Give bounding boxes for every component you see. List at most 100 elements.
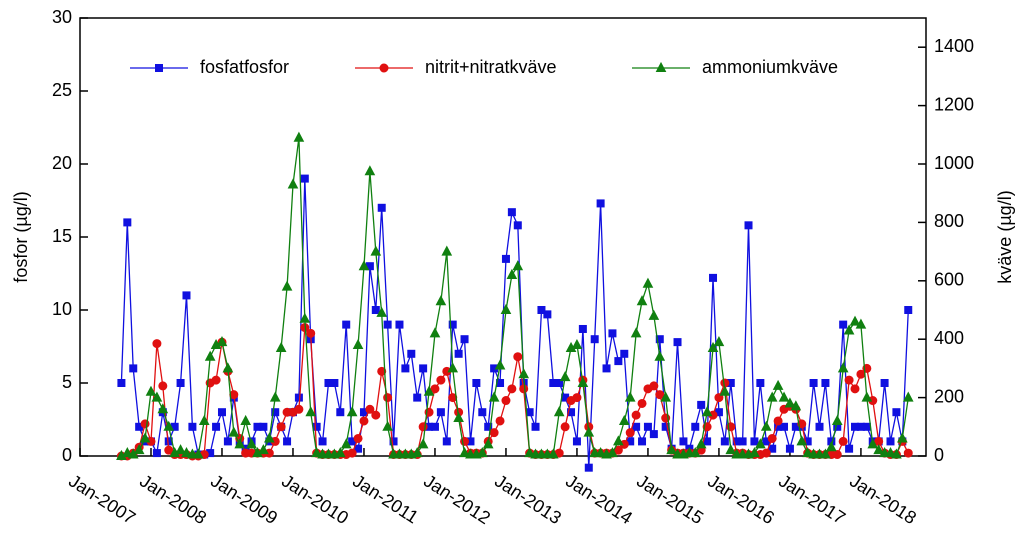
marker xyxy=(720,437,729,446)
marker xyxy=(334,447,346,458)
marker xyxy=(630,327,642,338)
marker xyxy=(401,364,410,373)
marker xyxy=(821,379,830,387)
marker xyxy=(738,437,747,446)
marker xyxy=(305,406,317,417)
marker xyxy=(482,438,494,449)
marker xyxy=(240,414,251,425)
marker xyxy=(300,174,309,183)
x-tick-label: Jan-2016 xyxy=(704,471,778,529)
marker xyxy=(897,432,908,443)
marker xyxy=(246,438,257,449)
marker xyxy=(815,422,824,431)
marker xyxy=(719,385,731,396)
marker xyxy=(364,165,376,176)
marker xyxy=(121,447,133,458)
marker xyxy=(572,393,582,403)
marker xyxy=(773,416,783,426)
legend-label: nitrit+nitratkväve xyxy=(425,57,557,77)
marker xyxy=(377,366,387,376)
marker xyxy=(188,422,197,431)
marker xyxy=(655,390,665,400)
marker xyxy=(281,280,293,291)
marker xyxy=(117,379,126,387)
marker xyxy=(602,364,611,373)
marker xyxy=(371,306,380,314)
marker xyxy=(276,422,286,432)
marker xyxy=(845,444,854,453)
marker xyxy=(376,306,388,317)
marker xyxy=(837,362,849,373)
marker xyxy=(217,408,226,417)
marker xyxy=(336,408,345,417)
y2-tick-label: 1000 xyxy=(934,153,974,173)
marker xyxy=(234,438,246,449)
marker xyxy=(507,384,517,394)
marker xyxy=(867,438,879,449)
marker xyxy=(625,428,635,438)
marker xyxy=(873,444,885,455)
marker xyxy=(766,391,778,402)
y-tick-label: 20 xyxy=(52,153,72,173)
marker xyxy=(429,327,441,338)
y-tick-label: 15 xyxy=(52,226,72,246)
marker xyxy=(832,450,842,460)
marker xyxy=(578,324,587,333)
marker xyxy=(435,295,447,306)
marker xyxy=(330,379,339,387)
marker xyxy=(679,437,688,446)
marker xyxy=(152,449,161,458)
marker xyxy=(488,391,500,402)
marker xyxy=(430,384,440,394)
marker xyxy=(513,352,523,362)
marker xyxy=(312,422,321,431)
marker xyxy=(389,437,398,446)
y-tick-label: 0 xyxy=(62,445,72,465)
x-tick-label: Jan-2009 xyxy=(207,471,281,529)
marker xyxy=(472,379,481,387)
marker xyxy=(383,320,392,329)
x-tick-label: Jan-2008 xyxy=(136,471,210,529)
marker xyxy=(370,245,382,256)
legend-label: fosfatfosfor xyxy=(200,57,289,77)
marker xyxy=(567,408,576,417)
marker xyxy=(359,416,369,426)
marker xyxy=(263,432,275,443)
legend-marker xyxy=(379,63,389,73)
marker xyxy=(697,400,706,409)
marker xyxy=(347,448,357,458)
marker xyxy=(287,178,299,189)
marker xyxy=(725,444,737,455)
marker xyxy=(442,437,451,446)
marker xyxy=(507,208,516,217)
marker xyxy=(175,444,186,455)
marker xyxy=(608,329,617,338)
marker xyxy=(785,444,794,453)
y-tick-label: 30 xyxy=(52,7,72,27)
marker xyxy=(553,406,565,417)
marker xyxy=(519,384,529,394)
marker xyxy=(495,416,505,426)
marker xyxy=(453,411,464,423)
x-tick-label: Jan-2013 xyxy=(491,471,565,529)
x-tick-label: Jan-2014 xyxy=(562,471,636,529)
marker xyxy=(222,362,234,373)
y2-tick-label: 600 xyxy=(934,270,964,290)
marker xyxy=(772,379,784,390)
marker xyxy=(269,391,281,402)
marker xyxy=(572,437,581,446)
marker xyxy=(342,320,351,329)
marker xyxy=(223,437,232,446)
y2-tick-label: 800 xyxy=(934,211,964,231)
marker xyxy=(826,441,837,452)
marker xyxy=(204,350,216,361)
marker xyxy=(145,385,157,396)
marker xyxy=(607,447,618,458)
marker xyxy=(880,379,889,387)
marker xyxy=(407,349,416,358)
marker xyxy=(371,410,381,420)
marker xyxy=(306,328,316,338)
marker xyxy=(352,338,364,350)
marker xyxy=(673,338,682,347)
marker xyxy=(584,463,593,472)
